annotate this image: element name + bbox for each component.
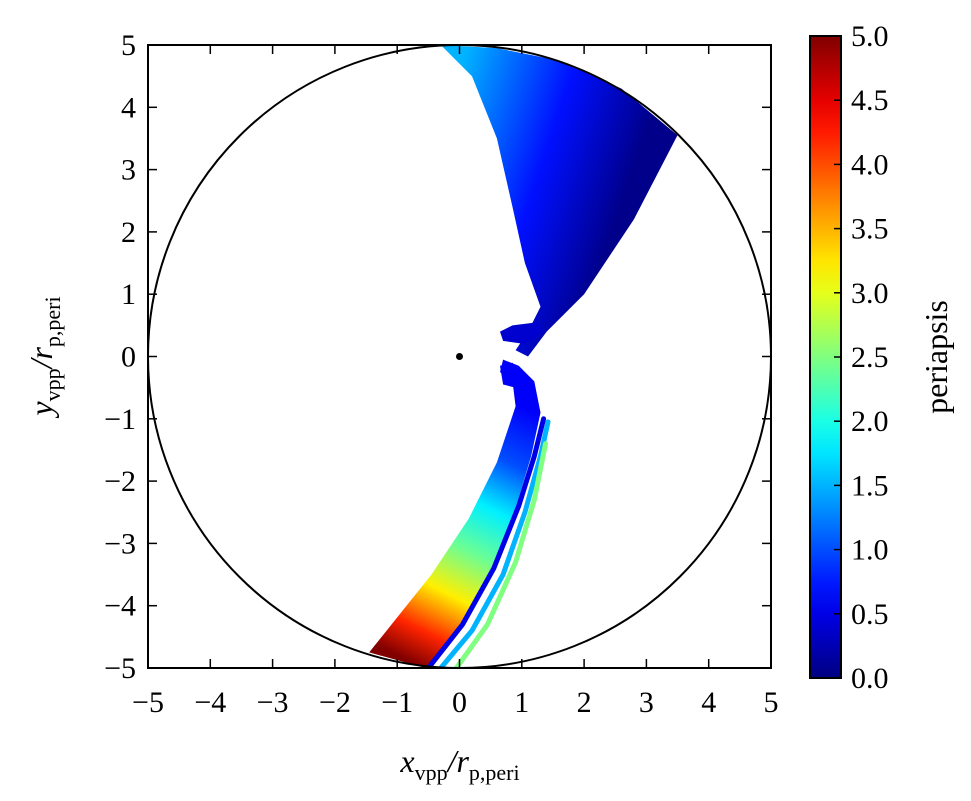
y-tick-label: 3 <box>121 154 136 187</box>
y-tick-label: −5 <box>104 652 136 685</box>
colorbar-tick-label: 3.5 <box>851 213 889 246</box>
region-lower-thin-streamers-0 <box>425 416 547 668</box>
colorbar-tick-label: 4.5 <box>851 84 889 117</box>
region-upper-lobe <box>500 322 544 344</box>
y-tick-label: 0 <box>121 341 136 374</box>
y-tick-label: −4 <box>104 590 136 623</box>
x-tick-label: −5 <box>132 686 164 719</box>
colorbar-tick-label: 1.0 <box>851 534 889 567</box>
y-tick-label: 2 <box>121 216 136 249</box>
region-lower-thin-streamers-2 <box>453 441 548 668</box>
region-lower-lobe <box>500 362 522 388</box>
x-tick-label: −2 <box>319 686 351 719</box>
y-tick-label: −3 <box>104 527 136 560</box>
x-tick-label: −3 <box>257 686 289 719</box>
y-axis-ticks: −5 −4 −3 −2 −1 0 1 2 3 4 5 <box>104 29 771 685</box>
x-tick-label: 0 <box>452 686 467 719</box>
x-tick-label: −4 <box>194 686 226 719</box>
y-tick-label: −2 <box>104 465 136 498</box>
colorbar-tick-label: 2.0 <box>851 405 889 438</box>
x-axis-label: xvpp/rp,peri <box>399 743 519 785</box>
colorbar-tick-label: 5.0 <box>851 20 889 53</box>
x-tick-label: 3 <box>639 686 654 719</box>
center-marker <box>456 353 463 360</box>
y-tick-label: 1 <box>121 278 136 311</box>
y-tick-label: 5 <box>121 29 136 62</box>
colorbar-tick-label: 4.0 <box>851 148 889 181</box>
colorbar-tick-label: 1.5 <box>851 469 889 502</box>
region-lower-stream <box>369 359 541 668</box>
overlays <box>148 45 771 668</box>
y-axis-label: yvpp/rp,peri <box>23 296 65 418</box>
colorbar-tick-label: 2.5 <box>851 341 889 374</box>
colorbar-tick-label: 3.0 <box>851 277 889 310</box>
x-tick-label: −1 <box>381 686 413 719</box>
y-tick-label: 4 <box>121 91 136 124</box>
region-upper-stream <box>440 45 678 357</box>
colorbar-tick-label: 0.5 <box>851 598 889 631</box>
data-regions <box>369 45 678 668</box>
x-tick-label: 5 <box>764 686 779 719</box>
x-tick-label: 4 <box>701 686 716 719</box>
y-tick-label: −1 <box>104 403 136 436</box>
x-tick-label: 1 <box>514 686 529 719</box>
x-axis-ticks: −5 −4 −3 −2 −1 0 1 2 3 4 5 <box>132 45 779 719</box>
colorbar-tick-label: 0.0 <box>851 662 889 695</box>
colorbar: 0.0 0.5 1.0 1.5 2.0 2.5 3.0 3.5 4.0 4.5 5.0 <box>809 20 889 695</box>
x-tick-label: 2 <box>577 686 592 719</box>
colorbar-label: periapsis <box>918 300 954 414</box>
